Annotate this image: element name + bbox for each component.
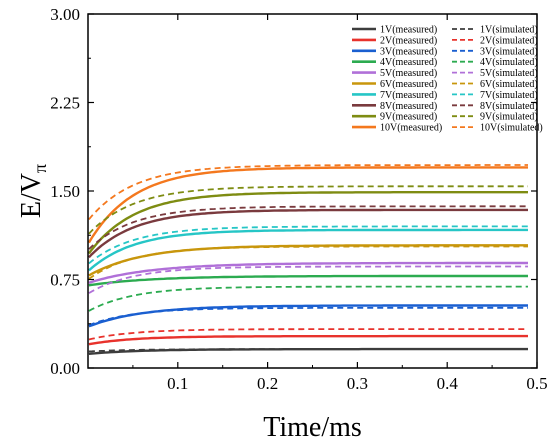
series-line-7v-simulated — [88, 225, 528, 265]
y-tick-label: 2.25 — [50, 94, 80, 113]
series-line-4v-simulated — [88, 285, 528, 312]
y-tick-label: 3.00 — [50, 5, 80, 24]
x-tick-label: 0.1 — [167, 374, 188, 393]
legend-label: 7V(simulated) — [480, 90, 538, 101]
legend-label: 4V(measured) — [380, 57, 437, 68]
series-line-9v-simulated — [88, 185, 528, 235]
series-line-6v-simulated — [88, 245, 528, 280]
series-line-3v-simulated — [88, 306, 528, 327]
series-line-2v-simulated — [88, 328, 528, 341]
legend-label: 10V(measured) — [380, 123, 442, 134]
legend-label: 2V(measured) — [380, 35, 437, 46]
series-line-10v-simulated — [88, 164, 528, 220]
legend-label: 9V(simulated) — [480, 112, 538, 123]
series-line-4v-measured — [88, 274, 528, 287]
series-line-7v-measured — [88, 228, 528, 272]
legend-label: 1V(simulated) — [480, 25, 538, 36]
series-line-10v-measured — [87, 166, 528, 244]
legend-label: 6V(measured) — [380, 79, 437, 90]
legend-label: 5V(measured) — [380, 68, 437, 79]
series-line-1v-simulated — [88, 348, 528, 353]
legend-label: 5V(simulated) — [480, 68, 538, 79]
ticks-layer: 0.00 0.75 1.50 2.25 3.00 0.1 0.2 0.3 0.4 0.5 — [50, 5, 547, 393]
legend-label: 10V(simulated) — [480, 123, 543, 134]
series-line-5v-simulated — [88, 265, 528, 294]
y-tick-label: 0.00 — [50, 359, 80, 378]
y-axis-label-subscript: π — [30, 164, 50, 173]
x-tick-label: 0.5 — [526, 374, 547, 393]
series-line-2v-measured — [88, 334, 528, 346]
series-line-9v-measured — [87, 190, 528, 255]
legend-label: 8V(measured) — [380, 101, 437, 112]
legend-label: 2V(simulated) — [480, 35, 538, 46]
series-layer — [87, 164, 528, 355]
series-line-8v-simulated — [88, 205, 528, 250]
legend-label: 7V(measured) — [380, 90, 437, 101]
y-axis-label: E/Vπ — [16, 164, 50, 218]
legend-label: 6V(simulated) — [480, 79, 538, 90]
legend-label: 3V(simulated) — [480, 46, 538, 57]
x-tick-label: 0.3 — [347, 374, 368, 393]
legend-label: 8V(simulated) — [480, 101, 538, 112]
x-tick-label: 0.4 — [437, 374, 459, 393]
legend-label: 1V(measured) — [380, 25, 437, 36]
x-tick-label: 0.2 — [257, 374, 278, 393]
legend-label: 4V(simulated) — [480, 57, 538, 68]
legend-label: 3V(measured) — [380, 46, 437, 57]
y-tick-label: 1.50 — [50, 182, 80, 201]
series-line-5v-measured — [88, 261, 528, 284]
legend-label: 9V(measured) — [380, 112, 437, 123]
legend: 1V(measured)2V(measured)3V(measured)4V(m… — [352, 25, 543, 134]
x-axis-label: Time/ms — [263, 412, 362, 443]
y-tick-label: 0.75 — [50, 271, 80, 290]
y-axis-label-main: E/V — [16, 173, 47, 218]
series-line-8v-measured — [88, 208, 528, 259]
